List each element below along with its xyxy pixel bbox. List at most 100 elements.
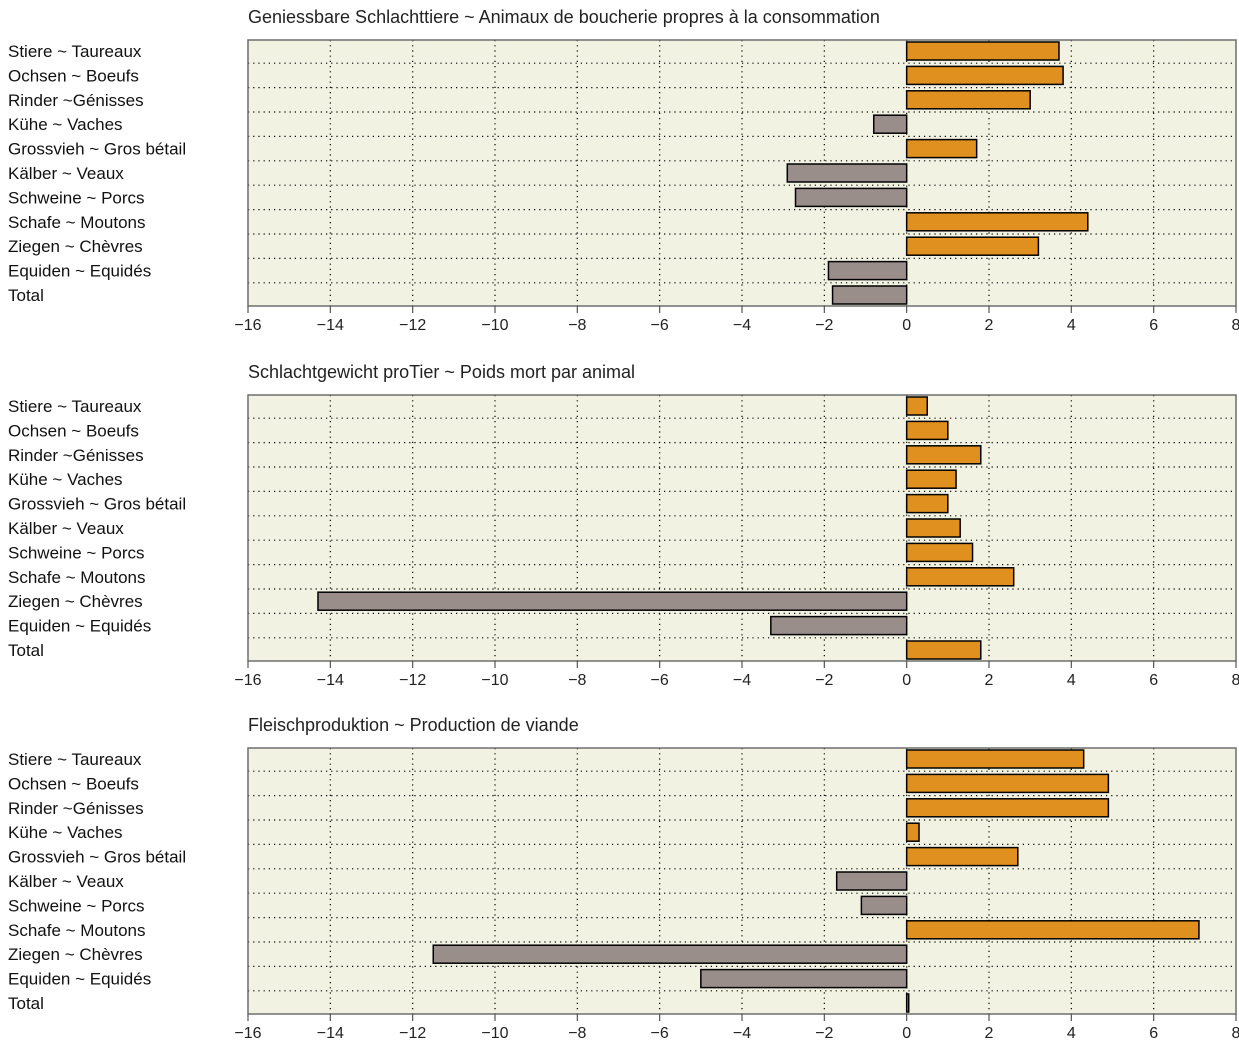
category-label: Ochsen ~ Boeufs <box>8 774 139 793</box>
x-tick-label: 6 <box>1149 317 1158 334</box>
x-tick-label: −10 <box>481 672 508 689</box>
category-label: Schweine ~ Porcs <box>8 188 145 207</box>
x-tick-label: −2 <box>815 317 833 334</box>
chart-title: Fleischproduktion ~ Production de viande <box>248 715 579 735</box>
bar <box>872 114 908 134</box>
bar <box>905 749 1085 769</box>
bar <box>905 138 978 159</box>
x-tick-label: −6 <box>651 672 669 689</box>
bar <box>905 567 1015 587</box>
bar <box>905 469 957 489</box>
bar <box>905 65 1064 86</box>
category-label: Equiden ~ Equidés <box>8 262 151 281</box>
category-label: Kühe ~ Vaches <box>8 823 123 842</box>
x-tick-label: −4 <box>733 317 751 334</box>
x-tick-label: 2 <box>985 317 994 334</box>
bar <box>827 260 908 281</box>
category-label: Rinder ~Génisses <box>8 446 144 465</box>
bar <box>905 640 982 660</box>
x-tick-label: 6 <box>1149 672 1158 689</box>
x-tick-label: −4 <box>733 672 751 689</box>
category-label: Schafe ~ Moutons <box>8 921 146 940</box>
category-label: Total <box>8 286 44 305</box>
x-tick-label: −12 <box>399 1025 426 1041</box>
bar <box>905 773 1110 794</box>
category-label: Schweine ~ Porcs <box>8 896 145 915</box>
x-tick-label: −10 <box>481 1025 508 1041</box>
x-tick-label: −10 <box>481 317 508 334</box>
x-tick-label: −6 <box>651 317 669 334</box>
x-tick-label: 0 <box>902 317 911 334</box>
category-label: Kühe ~ Vaches <box>8 115 123 134</box>
x-tick-label: −2 <box>815 672 833 689</box>
x-tick-label: −12 <box>399 317 426 334</box>
x-tick-label: −8 <box>568 317 586 334</box>
category-label: Total <box>8 641 44 660</box>
category-label: Rinder ~Génisses <box>8 91 144 110</box>
x-tick-label: 4 <box>1067 317 1076 334</box>
x-tick-label: 2 <box>985 1025 994 1041</box>
category-label: Ochsen ~ Boeufs <box>8 66 139 85</box>
x-tick-label: −16 <box>234 672 261 689</box>
x-tick-label: −2 <box>815 1025 833 1041</box>
bar <box>860 895 908 916</box>
bar <box>905 396 929 416</box>
plot-background <box>248 40 1236 306</box>
x-tick-label: 4 <box>1067 672 1076 689</box>
bar <box>905 518 961 538</box>
x-tick-label: 4 <box>1067 1025 1076 1041</box>
bar <box>770 615 908 636</box>
category-label: Stiere ~ Taureaux <box>8 42 142 61</box>
x-tick-label: 0 <box>902 672 911 689</box>
category-label: Ochsen ~ Boeufs <box>8 421 139 440</box>
bar <box>905 420 949 441</box>
x-tick-label: 8 <box>1232 672 1239 689</box>
category-label: Schafe ~ Moutons <box>8 213 146 232</box>
x-tick-label: −14 <box>317 1025 344 1041</box>
bar <box>432 944 908 964</box>
bar <box>905 822 920 842</box>
bar <box>905 493 949 514</box>
category-label: Ziegen ~ Chèvres <box>8 237 143 256</box>
bar <box>786 163 908 183</box>
category-label: Stiere ~ Taureaux <box>8 397 142 416</box>
category-label: Grossvieh ~ Gros bétail <box>8 140 186 159</box>
bar <box>700 968 908 989</box>
bar <box>317 591 908 611</box>
category-label: Rinder ~Génisses <box>8 799 144 818</box>
x-tick-label: −14 <box>317 317 344 334</box>
x-tick-label: −8 <box>568 1025 586 1041</box>
x-tick-label: 2 <box>985 672 994 689</box>
bar <box>905 542 974 563</box>
category-label: Grossvieh ~ Gros bétail <box>8 848 186 867</box>
x-tick-label: −12 <box>399 672 426 689</box>
x-tick-label: −16 <box>234 317 261 334</box>
x-tick-label: −8 <box>568 672 586 689</box>
category-label: Kühe ~ Vaches <box>8 470 123 489</box>
bar <box>905 41 1060 61</box>
category-label: Ziegen ~ Chèvres <box>8 945 143 964</box>
x-tick-label: 8 <box>1232 317 1239 334</box>
chart-title: Schlachtgewicht proTier ~ Poids mort par… <box>248 362 635 382</box>
bar <box>794 187 908 208</box>
x-tick-label: −6 <box>651 1025 669 1041</box>
category-label: Total <box>8 994 44 1013</box>
chart-panel-2: Schlachtgewicht proTier ~ Poids mort par… <box>8 362 1239 689</box>
bar <box>905 236 1040 256</box>
chart-panel-1: Geniessbare Schlachttiere ~ Animaux de b… <box>8 7 1239 334</box>
chart-title: Geniessbare Schlachttiere ~ Animaux de b… <box>248 7 880 27</box>
bar <box>835 871 908 891</box>
x-tick-label: 0 <box>902 1025 911 1041</box>
category-label: Kälber ~ Veaux <box>8 872 124 891</box>
chart-panel-3: Fleischproduktion ~ Production de viande… <box>8 715 1239 1042</box>
x-tick-label: −16 <box>234 1025 261 1041</box>
category-label: Schweine ~ Porcs <box>8 543 145 562</box>
x-tick-label: 6 <box>1149 1025 1158 1041</box>
category-label: Grossvieh ~ Gros bétail <box>8 495 186 514</box>
category-label: Schafe ~ Moutons <box>8 568 146 587</box>
x-tick-label: 8 <box>1232 1025 1239 1041</box>
bar <box>905 798 1110 818</box>
x-tick-label: −4 <box>733 1025 751 1041</box>
